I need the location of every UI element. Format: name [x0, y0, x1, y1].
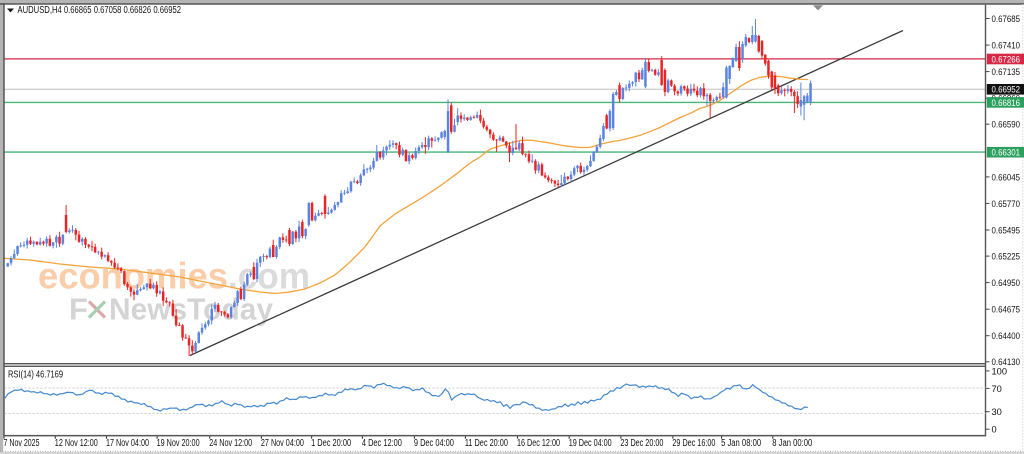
svg-text:27 Nov 04:00: 27 Nov 04:00: [261, 438, 304, 449]
svg-text:0.64130: 0.64130: [992, 357, 1021, 367]
svg-text:70: 70: [992, 384, 1002, 394]
svg-text:RSI(14) 46.7169: RSI(14) 46.7169: [8, 370, 63, 381]
svg-text:F: F: [69, 292, 88, 327]
svg-text:0.66301: 0.66301: [992, 148, 1021, 158]
svg-text:24 Nov 12:00: 24 Nov 12:00: [209, 438, 252, 449]
svg-text:29 Dec 16:00: 29 Dec 16:00: [672, 438, 715, 449]
svg-text:AUDUSD,H4 0.66865 0.67058 0.6: AUDUSD,H4 0.66865 0.67058 0.66826 0.6695…: [18, 5, 182, 16]
svg-text:0.67266: 0.67266: [992, 54, 1021, 64]
svg-text:100: 100: [992, 366, 1008, 376]
svg-text:0.67135: 0.67135: [992, 67, 1021, 77]
svg-text:0.65225: 0.65225: [992, 252, 1021, 262]
svg-text:0.67410: 0.67410: [992, 41, 1021, 51]
svg-text:30: 30: [992, 407, 1002, 417]
svg-text:0.65770: 0.65770: [992, 199, 1021, 209]
svg-text:12 Nov 12:00: 12 Nov 12:00: [55, 438, 98, 449]
svg-text:economies: economies: [38, 256, 228, 297]
svg-text:0.64400: 0.64400: [992, 331, 1021, 341]
svg-text:0.66590: 0.66590: [992, 120, 1021, 130]
svg-text:0.66816: 0.66816: [992, 98, 1021, 108]
svg-text:NewsToday: NewsToday: [109, 292, 274, 327]
svg-text:23 Dec 20:00: 23 Dec 20:00: [620, 438, 663, 449]
svg-text:8 Jan 00:00: 8 Jan 00:00: [772, 438, 812, 449]
svg-text:4 Dec 12:00: 4 Dec 12:00: [362, 438, 402, 449]
svg-text:0.64950: 0.64950: [992, 278, 1021, 288]
svg-text:16 Dec 12:00: 16 Dec 12:00: [517, 438, 560, 449]
svg-text:5 Jan 08:00: 5 Jan 08:00: [721, 438, 761, 449]
svg-text:0.66045: 0.66045: [992, 172, 1021, 182]
svg-text:0: 0: [992, 425, 997, 435]
svg-text:0.64675: 0.64675: [992, 305, 1021, 315]
svg-text:0.65495: 0.65495: [992, 225, 1021, 235]
svg-text:1 Dec 20:00: 1 Dec 20:00: [311, 438, 351, 449]
svg-text:11 Dec 20:00: 11 Dec 20:00: [465, 438, 508, 449]
svg-text:9 Dec 04:00: 9 Dec 04:00: [414, 438, 454, 449]
svg-text:19 Nov 20:00: 19 Nov 20:00: [157, 438, 200, 449]
svg-text:19 Dec 04:00: 19 Dec 04:00: [569, 438, 612, 449]
svg-text:0.67685: 0.67685: [992, 14, 1021, 24]
svg-text:0.66952: 0.66952: [992, 85, 1021, 95]
svg-text:17 Nov 04:00: 17 Nov 04:00: [106, 438, 149, 449]
svg-text:7 Nov 2025: 7 Nov 2025: [4, 438, 40, 449]
